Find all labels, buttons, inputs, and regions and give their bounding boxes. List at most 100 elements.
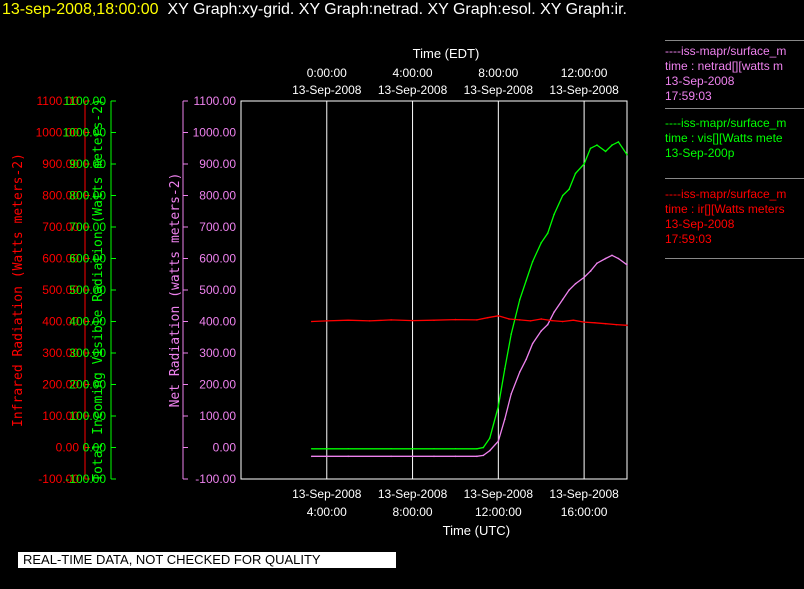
x-top-tick-label: 0:00:00	[307, 66, 347, 80]
y-tick-label-vis: 1100.00	[64, 94, 107, 108]
data-point-vis	[433, 447, 435, 450]
legend-entry-vis: ----iss-mapr/surface_m time : vis[][Watt…	[665, 116, 804, 161]
data-point-ir	[583, 321, 585, 323]
data-point-vis	[611, 144, 613, 146]
data-point-vis	[568, 188, 570, 190]
legend-line: time : netrad[][watts m	[665, 59, 784, 73]
y-tick-label-vis: 100.00	[69, 409, 106, 423]
data-point-vis	[540, 241, 543, 244]
series-line-ir	[311, 315, 628, 326]
y-tick-label-ir: 300.00	[42, 346, 79, 360]
data-point-ir	[594, 321, 596, 324]
y-axis-title-vis: Total Incoming Visible Radiation (Watts …	[91, 98, 106, 482]
data-point-netrad	[611, 254, 613, 257]
plot-frame	[240, 100, 628, 480]
data-point-vis	[510, 333, 512, 335]
y-tick-label-ir: 600.00	[42, 252, 79, 266]
y-tick-label-ir: 900.00	[42, 157, 79, 171]
data-point-ir	[368, 320, 371, 322]
data-point-netrad	[433, 455, 435, 458]
legend-entry-ir: ----iss-mapr/surface_m time : ir[][Watts…	[665, 187, 804, 247]
legend-line: 13-Sep-2008	[665, 74, 735, 88]
legend-separator	[665, 40, 804, 41]
x-top-tick-label: 13-Sep-2008	[292, 83, 362, 97]
x-top-axis-title: Time (EDT)	[413, 46, 480, 61]
y-tick-label-vis: 300.00	[69, 346, 106, 360]
legend-line: ----iss-mapr/surface_m	[665, 44, 787, 58]
y-tick-label-vis: 900.00	[69, 157, 106, 171]
data-point-vis	[617, 141, 620, 143]
data-point-ir	[626, 324, 628, 327]
data-point-ir	[476, 319, 478, 321]
y-tick-label-netrad: 100.00	[199, 409, 236, 423]
x-top-tick-label: 12:00:00	[561, 66, 608, 80]
data-point-netrad	[476, 455, 478, 458]
data-point-netrad	[561, 298, 564, 301]
y-tick-label-netrad: 200.00	[199, 378, 236, 392]
quality-note: REAL-TIME DATA, NOT CHECKED FOR QUALITY	[18, 552, 396, 568]
data-point-ir	[561, 320, 564, 323]
data-point-netrad	[540, 330, 543, 332]
data-point-netrad	[626, 264, 628, 266]
legend-separator	[665, 178, 804, 179]
data-point-vis	[531, 260, 534, 263]
y-axis-title-ir: Infrared Radiation (Watts meters-2)	[11, 153, 26, 427]
data-point-ir	[486, 316, 489, 319]
data-point-ir	[347, 319, 350, 322]
x-top-tick-label: 13-Sep-2008	[464, 83, 534, 97]
data-point-netrad	[589, 270, 592, 272]
data-point-netrad	[568, 289, 570, 291]
series-line-netrad	[311, 254, 628, 457]
legend-separator	[665, 108, 804, 109]
data-point-vis	[347, 447, 350, 450]
data-point-netrad	[574, 282, 577, 285]
y-tick-label-ir: 0.00	[56, 441, 80, 455]
x-bottom-tick-label: 13-Sep-2008	[378, 487, 448, 501]
y-tick-label-ir: 200.00	[42, 378, 79, 392]
data-point-netrad	[482, 454, 485, 457]
y-tick-label-netrad: 900.00	[199, 157, 236, 171]
x-bottom-tick-label: 8:00:00	[393, 505, 433, 519]
y-tick-label-netrad: 0.00	[213, 441, 237, 455]
y-tick-label-ir: 1000.00	[36, 126, 80, 140]
y-tick-label-netrad: 600.00	[199, 252, 236, 266]
data-point-vis	[626, 153, 628, 156]
data-point-ir	[433, 319, 435, 322]
data-point-ir	[497, 315, 500, 317]
data-point-vis	[476, 447, 478, 450]
data-point-vis	[310, 447, 313, 450]
series-line-vis	[311, 141, 628, 450]
data-point-vis	[589, 147, 592, 150]
data-point-netrad	[546, 323, 549, 326]
y-tick-label-ir: 100.00	[42, 409, 79, 423]
data-point-ir	[454, 318, 457, 321]
y-tick-label-vis: 400.00	[69, 315, 106, 329]
data-point-vis	[390, 447, 392, 450]
data-point-netrad	[553, 311, 555, 313]
data-point-ir	[508, 318, 510, 320]
data-point-vis	[518, 298, 521, 301]
data-point-vis	[454, 447, 457, 450]
data-point-vis	[583, 163, 585, 165]
graph-list: XY Graph:xy-grid. XY Graph:netrad. XY Gr…	[167, 1, 627, 18]
data-point-vis	[574, 172, 577, 175]
data-point-netrad	[310, 455, 313, 458]
data-point-ir	[310, 320, 313, 323]
data-point-netrad	[617, 257, 620, 260]
data-point-vis	[596, 144, 598, 146]
legend-line: 13-Sep-200p	[665, 146, 735, 160]
data-point-netrad	[525, 358, 528, 361]
legend-line: 17:59:03	[665, 232, 712, 246]
x-top-tick-label: 4:00:00	[393, 66, 433, 80]
data-point-vis	[503, 367, 506, 370]
data-point-netrad	[518, 371, 521, 373]
y-tick-label-vis: 0.00	[83, 441, 107, 455]
y-tick-label-netrad: -100.00	[195, 472, 236, 486]
data-point-ir	[572, 319, 575, 322]
x-bottom-axis-title: Time (UTC)	[443, 523, 510, 538]
y-tick-label-netrad: 1000.00	[193, 126, 237, 140]
y-tick-label-vis: 800.00	[69, 189, 106, 203]
data-point-netrad	[497, 440, 500, 443]
legend-line: time : vis[][Watts mete	[665, 131, 783, 145]
y-tick-label-ir: 700.00	[42, 220, 79, 234]
